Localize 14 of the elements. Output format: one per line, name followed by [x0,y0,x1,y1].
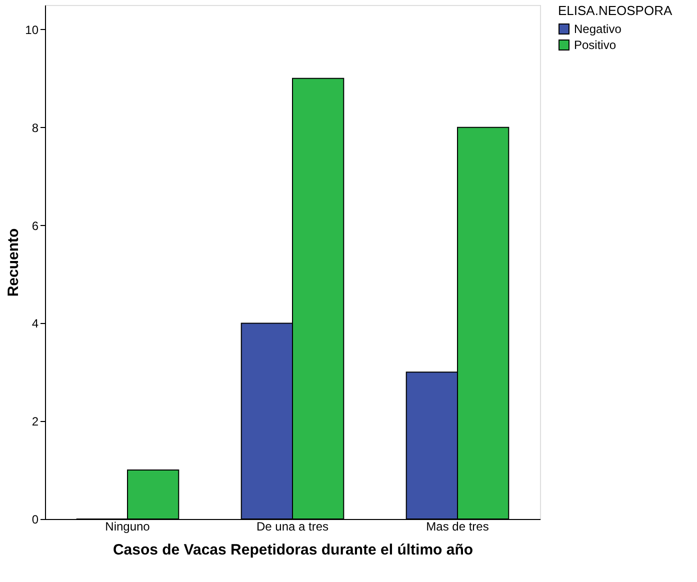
x-tick-label: De una a tres [256,520,329,534]
y-tick-label: 4 [32,316,39,331]
y-tick-label: 0 [32,512,39,526]
y-tick-label: 8 [32,120,39,135]
y-axis-title: Recuento [5,228,22,297]
x-tick-label: Mas de tres [426,520,489,534]
legend-title: ELISA.NEOSPORA [558,3,672,18]
y-tick-label: 6 [32,218,39,233]
x-tick-label: Ninguno [105,520,150,534]
legend-label: Negativo [574,22,622,36]
y-tick-label: 2 [32,414,39,429]
y-tick-label: 10 [25,22,39,37]
x-axis-title: Casos de Vacas Repetidoras durante el último año [112,542,474,558]
legend-label: Positivo [574,38,616,52]
